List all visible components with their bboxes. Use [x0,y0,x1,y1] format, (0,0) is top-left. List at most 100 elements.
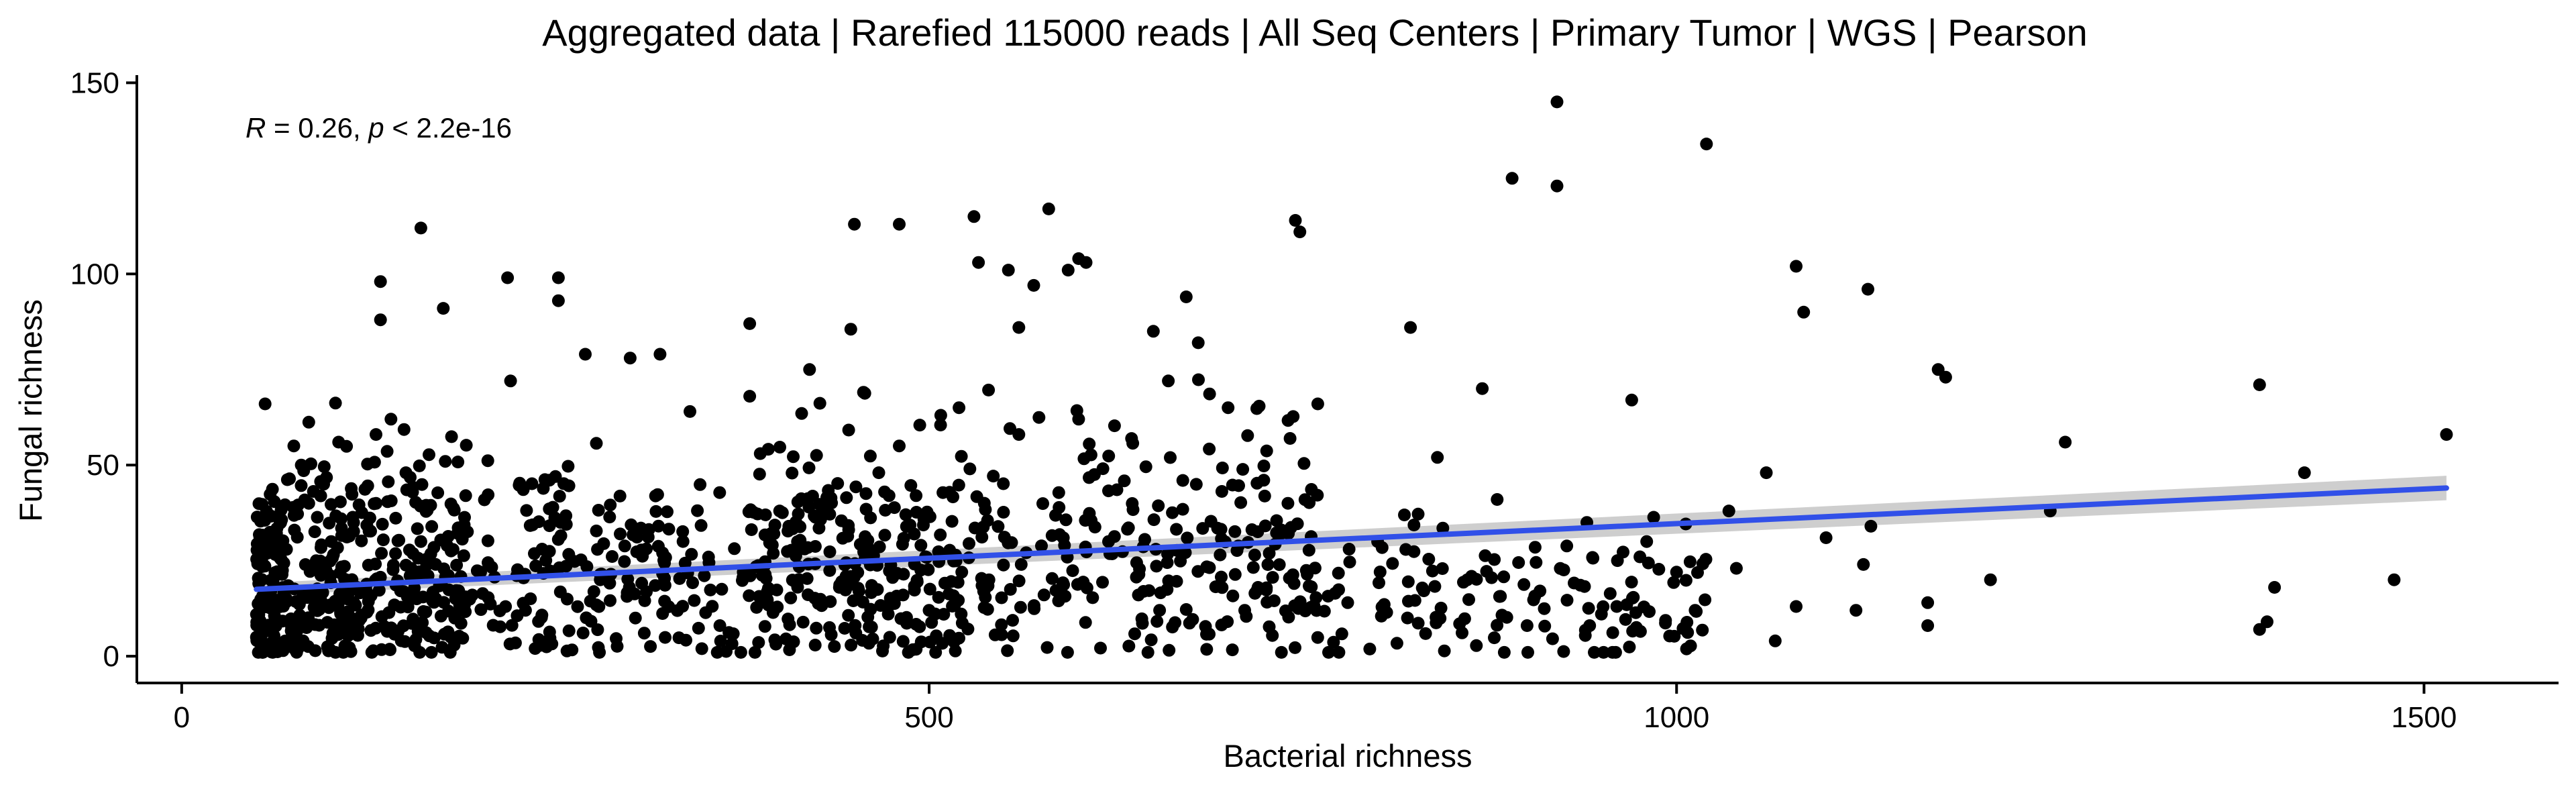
data-point [1343,556,1356,569]
data-point [257,638,270,651]
data-point [325,631,339,645]
data-point [649,505,663,518]
data-point [423,629,436,643]
data-point [425,645,438,659]
data-point [1142,584,1156,597]
data-point [1279,604,1292,617]
data-point [923,582,936,596]
data-point [549,470,562,483]
data-point [1603,587,1617,600]
data-point [1251,525,1265,539]
data-point [1332,645,1346,659]
data-point [803,363,816,376]
data-point [481,534,494,547]
data-point [314,592,327,604]
data-point [579,348,592,361]
data-point [952,478,965,492]
data-point [349,598,362,612]
data-point [1684,639,1697,653]
data-point [963,537,975,550]
data-point [324,569,337,582]
data-point [374,275,387,288]
data-point [1234,496,1248,509]
data-point [1375,609,1388,623]
data-point [354,611,368,625]
data-point [276,644,290,657]
data-point [743,589,756,602]
data-point [621,586,634,599]
data-point [399,558,413,572]
fit-line-layer [254,485,2449,592]
data-point [1768,634,1782,647]
data-point [1176,503,1189,516]
data-point [946,600,959,613]
data-point [813,396,826,410]
data-point [1027,599,1040,613]
data-point [407,480,419,494]
data-point [1517,578,1531,591]
data-point [335,592,348,604]
data-point [1419,627,1432,640]
data-point [1681,626,1695,639]
data-point [1006,629,1020,643]
confidence-band-layer [256,476,2447,596]
data-point [896,635,910,648]
data-point [535,609,549,622]
data-point [463,592,476,606]
data-point [943,629,957,642]
data-point [1163,643,1176,657]
data-point [914,539,928,552]
data-point [1215,485,1228,498]
data-point [1311,631,1324,644]
data-point [613,489,627,503]
data-point [1436,562,1449,575]
data-point [317,478,330,491]
data-point [783,618,796,631]
data-point [308,525,321,539]
data-point [1014,558,1028,571]
x-tick-label: 500 [904,701,953,734]
data-point [1404,321,1417,334]
data-point [294,479,308,492]
data-point [871,583,884,596]
data-point [1521,645,1534,659]
data-point [1270,514,1283,527]
data-point [917,519,930,531]
data-point [691,504,704,517]
data-point [1096,576,1109,589]
data-point [661,505,674,519]
data-point [606,550,619,563]
data-point [991,520,1005,533]
data-point [1128,627,1141,641]
data-point [988,628,1002,641]
data-point [254,515,267,528]
data-point [1497,570,1511,584]
data-point [1407,519,1421,531]
data-point [285,631,298,644]
data-point [1086,591,1099,604]
data-point [2298,466,2311,480]
data-point [1550,95,1564,109]
data-point [335,521,348,535]
data-point [1390,637,1403,650]
data-point [1085,514,1098,527]
data-point [787,450,800,464]
data-point [1554,562,1567,575]
data-point [1303,579,1316,592]
data-point [1263,547,1276,560]
data-point [743,317,757,330]
data-point [1696,623,1709,637]
data-point [1342,543,1356,556]
data-point [849,480,863,494]
data-point [1032,411,1046,424]
data-point [1438,644,1451,657]
data-point [1341,596,1354,609]
data-point [1049,509,1062,522]
data-point [1921,619,1935,632]
data-point [695,642,708,655]
data-point [1004,583,1017,596]
data-point [1578,629,1592,642]
data-point [1534,584,1547,598]
data-point [1102,535,1115,548]
data-point [801,541,814,554]
